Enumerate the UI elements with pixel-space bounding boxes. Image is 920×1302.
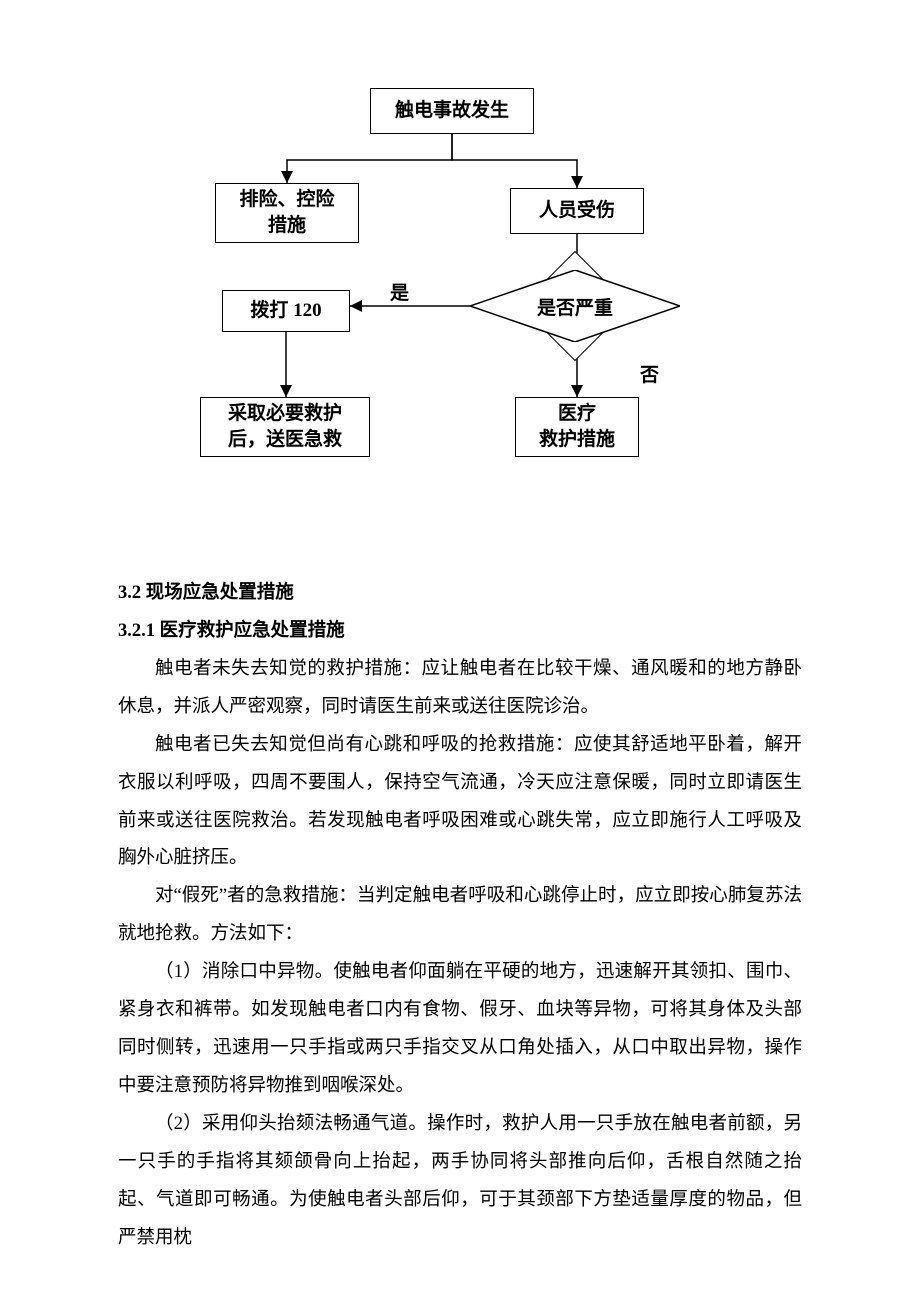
paragraph-1: 触电者未失去知觉的救护措施：应让触电者在比较干燥、通风暖和的地方静卧休息，并派人… (118, 651, 802, 727)
flowchart: 触电事故发生 排险、控险 措施 人员受伤 是否严重 拨打 120 采取必要救护 … (0, 0, 920, 480)
node-send-hospital-label: 采取必要救护 后，送医急救 (228, 401, 342, 452)
node-decision: 是否严重 (470, 270, 680, 342)
paragraph-5: （2）采用仰头抬颏法畅通气道。操作时，救护人用一只手放在触电者前额，另一只手的手… (118, 1106, 802, 1258)
node-decision-label: 是否严重 (537, 293, 613, 320)
node-medical-aid: 医疗 救护措施 (515, 397, 639, 457)
node-dial-120-label: 拨打 120 (250, 298, 321, 324)
node-risk-control-label: 排险、控险 措施 (239, 187, 334, 238)
paragraph-3: 对“假死”者的急救措施：当判定触电者呼吸和心跳停止时，应立即按心肺复苏法就地抢救… (118, 878, 802, 954)
document-body: 3.2 现场应急处置措施 3.2.1 医疗救护应急处置措施 触电者未失去知觉的救… (118, 575, 802, 1258)
heading-3-2-1: 3.2.1 医疗救护应急处置措施 (118, 613, 802, 651)
node-start: 触电事故发生 (370, 88, 534, 134)
edge-label-no: 否 (640, 360, 659, 387)
paragraph-2: 触电者已失去知觉但尚有心跳和呼吸的抢救措施：应使其舒适地平卧着，解开衣服以利呼吸… (118, 727, 802, 879)
node-send-hospital: 采取必要救护 后，送医急救 (200, 397, 370, 457)
node-dial-120: 拨打 120 (222, 290, 350, 332)
node-risk-control: 排险、控险 措施 (215, 183, 359, 243)
node-start-label: 触电事故发生 (395, 98, 509, 124)
heading-3-2: 3.2 现场应急处置措施 (118, 575, 802, 613)
flowchart-arrows (0, 0, 920, 480)
paragraph-4: （1）消除口中异物。使触电者仰面躺在平硬的地方，迅速解开其领扣、围巾、紧身衣和裤… (118, 954, 802, 1106)
edge-label-yes: 是 (390, 278, 409, 305)
node-injured: 人员受伤 (510, 188, 644, 234)
node-medical-aid-label: 医疗 救护措施 (539, 401, 615, 452)
node-injured-label: 人员受伤 (539, 198, 615, 224)
